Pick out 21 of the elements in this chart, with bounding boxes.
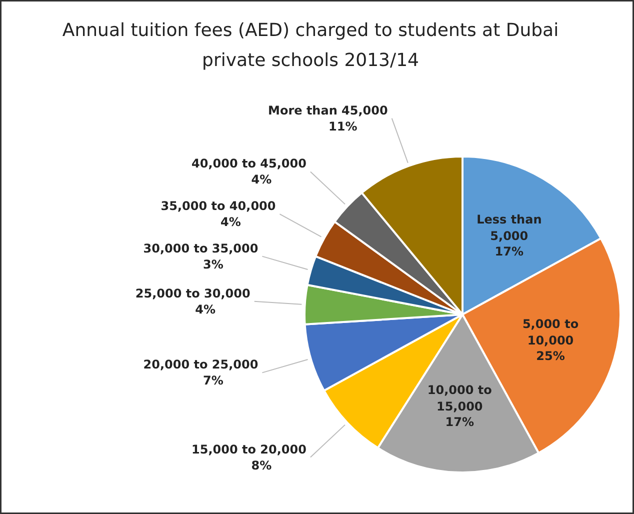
data-label: 3% — [203, 257, 224, 272]
slice-label: Less than 5,000 — [476, 212, 542, 244]
slice-label: 20,000 to 25,000 — [143, 358, 258, 372]
data-label: 8% — [251, 458, 272, 472]
data-label: 4% — [251, 172, 272, 187]
chart-title: Annual tuition fees (AED) charged to students at Dubai private schools 2013/14 — [62, 20, 559, 71]
slice-label: 30,000 to 35,000 — [143, 241, 258, 256]
data-label: 17% — [494, 244, 524, 259]
slice-label: 25,000 to 30,000 — [135, 286, 250, 300]
data-label: 4% — [195, 302, 216, 316]
slice-label: 10,000 to 15,000 — [427, 383, 492, 414]
slice-label: 15,000 to 20,000 — [192, 442, 306, 456]
slice-label: 40,000 to 45,000 — [192, 156, 306, 171]
slice-label: 5,000 to 10,000 — [522, 317, 579, 348]
data-label: 25% — [536, 349, 565, 364]
data-label: 7% — [203, 374, 224, 388]
slice-label: More than 45,000 — [268, 103, 388, 118]
data-label: 11% — [328, 119, 358, 134]
data-label: 4% — [220, 215, 241, 230]
slice-label: 35,000 to 40,000 — [160, 199, 276, 214]
data-label: 17% — [445, 415, 474, 430]
